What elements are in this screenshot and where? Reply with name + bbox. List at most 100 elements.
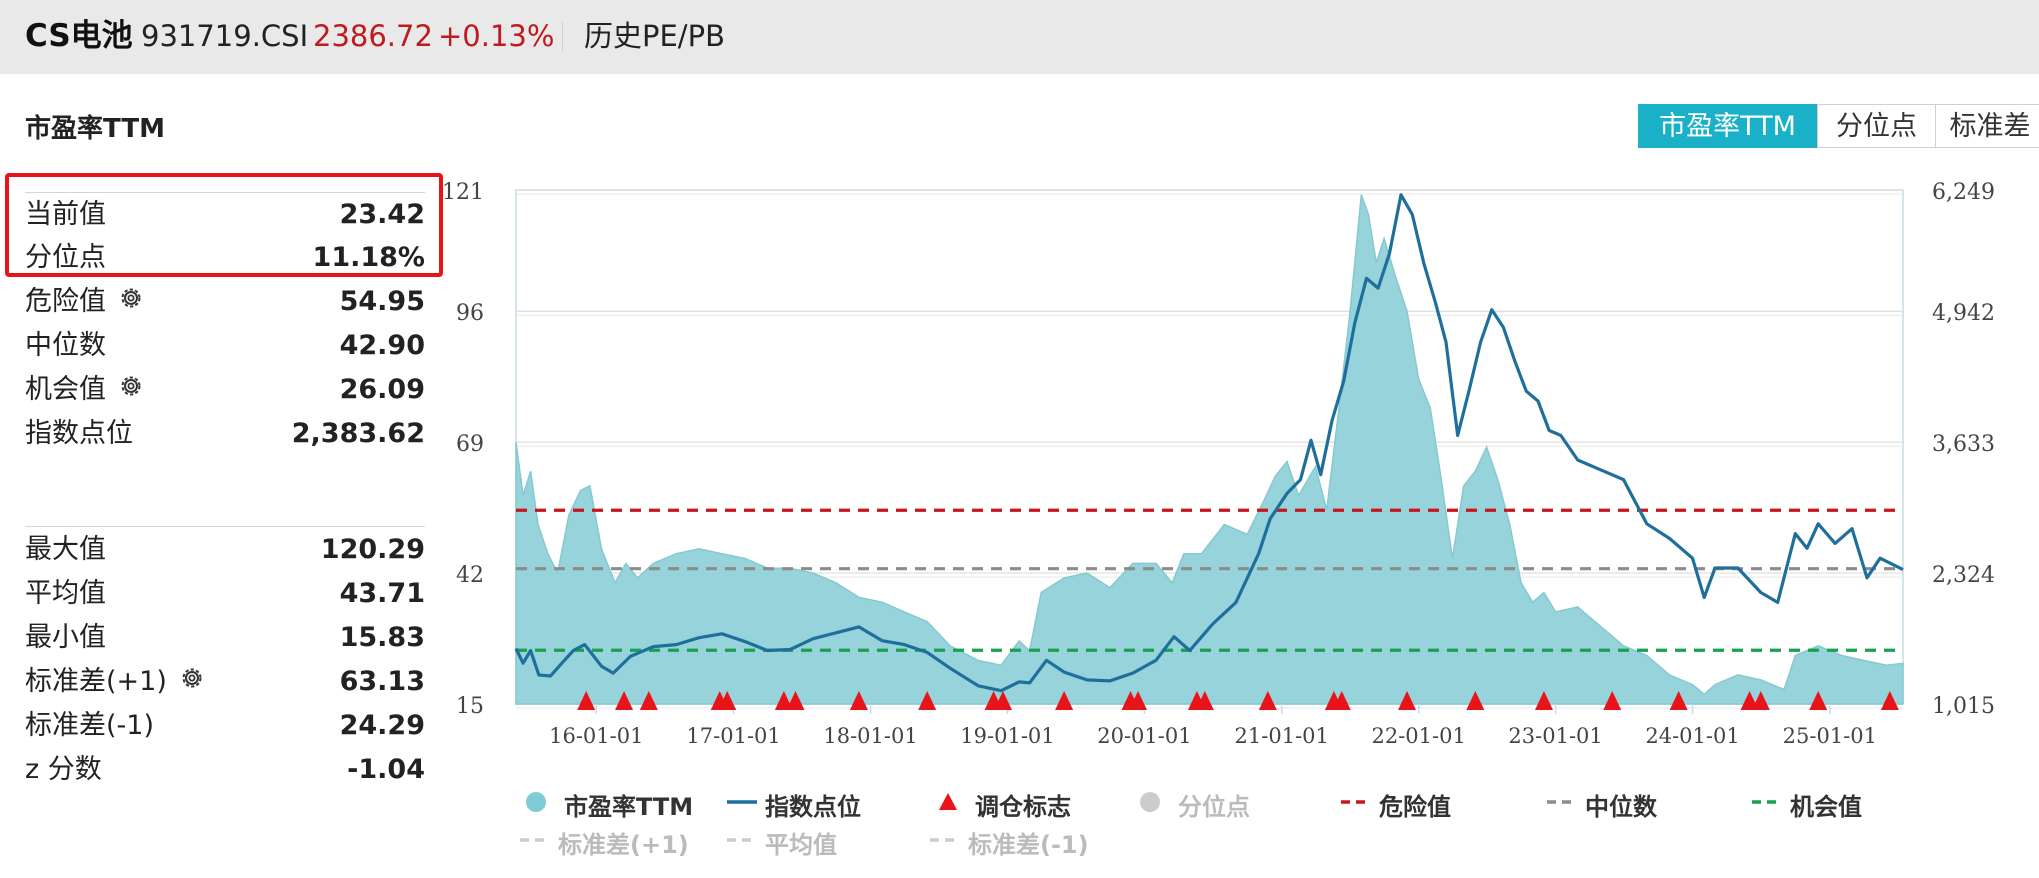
stat-median-value: 42.90 [339,330,425,361]
panel-title: 市盈率TTM [25,114,165,144]
legend-item[interactable]: 危险值 [1379,793,1451,821]
stats-divider-top [25,192,425,193]
legend-item[interactable]: 指数点位 [765,793,861,821]
rebalance-marker [1603,691,1622,710]
stat-current: 当前值 23.42 [25,195,425,235]
rebalance-marker [639,691,658,710]
stat-median: 中位数 42.90 [25,326,425,366]
index-price: 2386.72 [313,19,433,53]
stat-min-label: 最小值 [25,622,106,653]
rebalance-marker [1332,691,1351,710]
index-code: 931719.CSI [141,19,309,53]
legend-item[interactable]: 市盈率TTM [564,793,694,821]
y-left-tick-label: 121 [442,180,484,205]
stat-danger-value: 54.95 [339,286,425,317]
index-line [514,193,1904,693]
stat-max: 最大值 120.29 [25,530,425,570]
stat-mean-value: 43.71 [339,578,425,609]
stat-median-label: 中位数 [25,330,106,361]
stat-opportunity-value: 26.09 [339,374,425,405]
y-right-tick-label: 1,015 [1932,694,1995,719]
rebalance-marker [1055,691,1074,710]
stat-mean-label: 平均值 [25,578,106,609]
stat-sd-minus-label: 标准差(-1) [25,710,154,741]
stat-danger-label: 危险值 [25,286,106,317]
rebalance-marker [1751,691,1770,710]
y-right-tick-label: 2,324 [1932,563,1995,588]
stat-z-score-value: -1.04 [347,754,425,785]
y-left-tick-label: 15 [456,694,484,719]
gear-icon[interactable] [179,663,205,703]
highlight-box [5,173,443,277]
y-right-tick-label: 3,633 [1932,432,1995,457]
tab-std-dev[interactable]: 标准差 [1935,104,2039,148]
rebalance-marker [577,691,596,710]
stat-sd-minus: 标准差(-1) 24.29 [25,706,425,746]
y-left-tick-label: 42 [456,563,484,588]
stat-min: 最小值 15.83 [25,618,425,658]
legend-marker [939,793,957,810]
legend-item[interactable]: 标准差(-1) [968,831,1089,859]
stat-z-score-label: z 分数 [25,754,102,785]
legend-marker [727,838,757,842]
y-right-tick-label: 4,942 [1932,301,1995,326]
rebalance-marker [1669,691,1688,710]
index-name: CS电池 [25,18,133,54]
rebalance-marker [1534,691,1553,710]
rebalance-marker [993,691,1012,710]
stat-sd-minus-value: 24.29 [339,710,425,741]
stats-divider-bottom [25,526,425,527]
stat-opportunity: 机会值 26.09 [25,370,425,410]
legend-item[interactable]: 平均值 [765,831,837,859]
rebalance-marker [1466,691,1485,710]
tab-pe-ttm[interactable]: 市盈率TTM [1638,104,1817,148]
legend-marker [520,838,550,842]
stat-min-value: 15.83 [339,622,425,653]
stat-z-score: z 分数 -1.04 [25,750,425,790]
legend-marker [727,800,757,804]
rebalance-marker [1398,691,1417,710]
rebalance-marker [615,691,634,710]
top-bar: CS电池 931719.CSI 2386.72 +0.13% 历史PE/PB [0,0,2039,74]
legend-marker [930,838,960,842]
rebalance-marker [918,691,937,710]
rebalance-marker [849,691,868,710]
legend-item[interactable]: 分位点 [1178,793,1250,821]
stat-percentile: 分位点 11.18% [25,238,425,278]
legend-marker [1547,800,1577,804]
gear-icon[interactable] [118,371,144,411]
stat-index-value: 2,383.62 [291,418,425,449]
stat-sd-plus-label: 标准差(+1) [25,666,167,697]
stat-danger: 危险值 54.95 [25,282,425,322]
view-title: 历史PE/PB [584,19,725,53]
tab-percentile[interactable]: 分位点 [1817,104,1936,148]
rebalance-marker [1258,691,1277,710]
pe-ttm-area [515,194,1904,705]
stat-max-label: 最大值 [25,534,106,565]
legend-marker [526,792,546,812]
stat-mean: 平均值 43.71 [25,574,425,614]
stat-current-value: 23.42 [339,199,425,230]
legend-item[interactable]: 标准差(+1) [558,831,689,859]
legend-item[interactable]: 机会值 [1790,793,1862,821]
x-tick-label: 18-01-01 [823,724,917,748]
gear-icon[interactable] [118,283,144,323]
legend-item[interactable]: 调仓标志 [975,793,1071,821]
stat-sd-plus: 标准差(+1) 63.13 [25,662,425,702]
x-tick-label: 23-01-01 [1508,724,1602,748]
legend-marker [1140,792,1160,812]
rebalance-marker [1809,691,1828,710]
stat-index-label: 指数点位 [25,418,133,449]
x-tick-label: 22-01-01 [1371,724,1465,748]
x-tick-label: 21-01-01 [1235,724,1329,748]
legend-item[interactable]: 中位数 [1585,793,1657,821]
y-left-tick-label: 96 [456,301,484,326]
x-tick-label: 16-01-01 [549,724,643,748]
stat-percentile-value: 11.18% [312,242,425,273]
header-divider [562,22,563,52]
y-right-tick-label: 6,249 [1932,180,1995,205]
rebalance-marker [1129,691,1148,710]
stat-max-value: 120.29 [320,534,425,565]
rebalance-marker [718,691,737,710]
